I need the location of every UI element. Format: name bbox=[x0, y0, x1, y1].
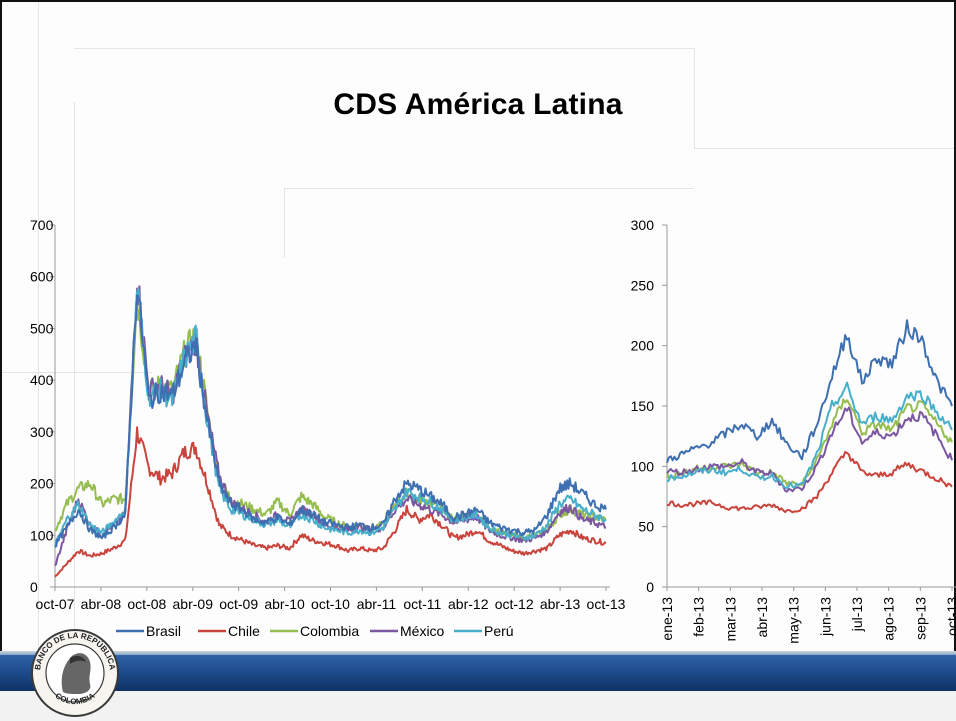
series-line-peru bbox=[54, 287, 607, 548]
deco-line bbox=[694, 48, 695, 148]
legend-label-chile: Chile bbox=[228, 623, 260, 639]
legend-label-mexico: México bbox=[400, 623, 445, 639]
legend-label-peru: Perú bbox=[484, 623, 514, 639]
y-tick-label: 100 bbox=[631, 458, 655, 474]
slide-title: CDS América Latina bbox=[333, 88, 623, 121]
deco-line bbox=[2, 372, 152, 373]
y-tick-label: 600 bbox=[30, 269, 54, 285]
deco-line bbox=[694, 148, 954, 149]
series-line-colombia bbox=[54, 302, 607, 542]
x-tick-label: ene-13 bbox=[659, 597, 675, 641]
x-tick-label: abr-13 bbox=[754, 597, 770, 638]
footer-band bbox=[0, 651, 956, 691]
x-tick-label: feb-13 bbox=[691, 597, 707, 637]
y-tick-label: 150 bbox=[631, 398, 655, 414]
y-tick-label: 400 bbox=[30, 372, 54, 388]
deco-line bbox=[74, 48, 694, 49]
y-tick-label: 50 bbox=[638, 519, 654, 535]
series-line-peru bbox=[666, 381, 953, 490]
x-tick-label: oct-10 bbox=[311, 596, 350, 612]
x-tick-label: oct-11 bbox=[403, 596, 441, 612]
x-tick-label: oct-13 bbox=[587, 596, 626, 612]
x-tick-label: ago-13 bbox=[881, 597, 897, 641]
x-tick-label: jun-13 bbox=[817, 597, 833, 637]
y-tick-label: 500 bbox=[30, 320, 54, 336]
bank-seal-logo: BANCO DE LA REPÚBLICA COLOMBIA bbox=[31, 629, 119, 717]
x-tick-label: oct-12 bbox=[495, 596, 534, 612]
x-tick-label: oct-13 bbox=[944, 597, 956, 636]
x-tick-label: mar-13 bbox=[722, 597, 738, 642]
x-tick-label: abr-10 bbox=[264, 596, 305, 612]
y-tick-label: 300 bbox=[631, 217, 655, 233]
deco-line bbox=[284, 188, 285, 258]
x-tick-label: may-13 bbox=[786, 597, 802, 644]
seal-text-bottom: COLOMBIA bbox=[54, 691, 97, 706]
x-tick-label: oct-09 bbox=[219, 596, 258, 612]
deco-line bbox=[284, 188, 694, 189]
x-tick-label: sep-13 bbox=[912, 597, 928, 640]
x-tick-label: abr-11 bbox=[357, 596, 397, 612]
series-line-brasil bbox=[54, 294, 607, 548]
y-tick-label: 0 bbox=[646, 579, 654, 595]
y-tick-label: 300 bbox=[30, 424, 54, 440]
series-line-chile bbox=[666, 451, 953, 514]
x-tick-label: abr-12 bbox=[448, 596, 489, 612]
svg-text:COLOMBIA: COLOMBIA bbox=[54, 691, 97, 706]
legend-label-colombia: Colombia bbox=[300, 623, 359, 639]
footer-strip bbox=[0, 691, 956, 721]
y-tick-label: 250 bbox=[631, 277, 655, 293]
x-tick-label: abr-13 bbox=[540, 596, 581, 612]
deco-line bbox=[74, 102, 75, 652]
y-tick-label: 200 bbox=[631, 338, 655, 354]
series-line-mexico bbox=[666, 406, 953, 493]
series-line-mexico bbox=[54, 285, 607, 567]
x-tick-label: oct-08 bbox=[127, 596, 166, 612]
deco-line bbox=[38, 2, 39, 652]
y-tick-label: 700 bbox=[30, 217, 54, 233]
x-tick-label: jul-13 bbox=[849, 597, 865, 632]
y-tick-label: 200 bbox=[30, 476, 54, 492]
series-line-chile bbox=[54, 426, 607, 578]
y-tick-label: 0 bbox=[30, 579, 38, 595]
x-tick-label: abr-09 bbox=[173, 596, 214, 612]
y-tick-label: 100 bbox=[30, 527, 54, 543]
x-tick-label: abr-08 bbox=[81, 596, 122, 612]
x-tick-label: oct-07 bbox=[36, 596, 75, 612]
legend-label-brasil: Brasil bbox=[146, 623, 181, 639]
series-line-brasil bbox=[666, 319, 953, 464]
